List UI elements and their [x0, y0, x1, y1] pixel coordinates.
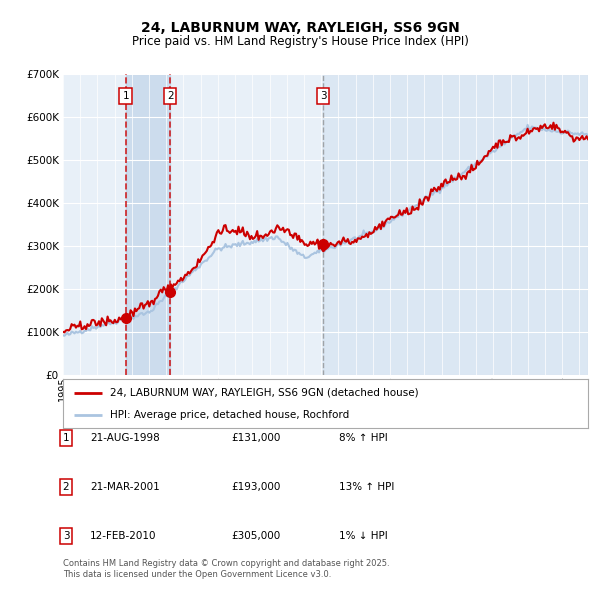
Text: 1: 1: [62, 433, 70, 442]
Text: 21-MAR-2001: 21-MAR-2001: [90, 482, 160, 491]
Text: 2: 2: [167, 91, 173, 101]
Text: Price paid vs. HM Land Registry's House Price Index (HPI): Price paid vs. HM Land Registry's House …: [131, 35, 469, 48]
Bar: [323, 74, 588, 375]
Text: 24, LABURNUM WAY, RAYLEIGH, SS6 9GN (detached house): 24, LABURNUM WAY, RAYLEIGH, SS6 9GN (det…: [110, 388, 419, 398]
Text: 13% ↑ HPI: 13% ↑ HPI: [339, 482, 394, 491]
Text: Contains HM Land Registry data © Crown copyright and database right 2025.: Contains HM Land Registry data © Crown c…: [63, 559, 389, 568]
Bar: [125, 74, 170, 375]
Text: £305,000: £305,000: [231, 531, 280, 540]
Text: 2: 2: [62, 482, 70, 491]
Text: This data is licensed under the Open Government Licence v3.0.: This data is licensed under the Open Gov…: [63, 571, 331, 579]
Text: HPI: Average price, detached house, Rochford: HPI: Average price, detached house, Roch…: [110, 409, 349, 419]
Text: 8% ↑ HPI: 8% ↑ HPI: [339, 433, 388, 442]
Text: 1: 1: [122, 91, 129, 101]
Text: 3: 3: [62, 531, 70, 540]
Text: 12-FEB-2010: 12-FEB-2010: [90, 531, 157, 540]
Text: £131,000: £131,000: [231, 433, 280, 442]
Text: 21-AUG-1998: 21-AUG-1998: [90, 433, 160, 442]
Text: 3: 3: [320, 91, 326, 101]
Text: 24, LABURNUM WAY, RAYLEIGH, SS6 9GN: 24, LABURNUM WAY, RAYLEIGH, SS6 9GN: [140, 21, 460, 35]
Text: 1% ↓ HPI: 1% ↓ HPI: [339, 531, 388, 540]
Text: £193,000: £193,000: [231, 482, 280, 491]
